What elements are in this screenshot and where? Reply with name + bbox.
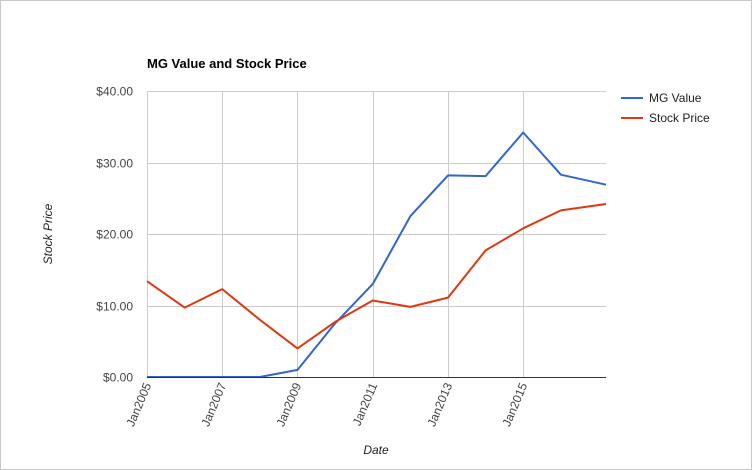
y-tick-label: $10.00 [96,300,133,314]
y-axis-label: Stock Price [41,203,55,264]
x-axis-label: Date [363,443,389,457]
y-tick-label: $20.00 [96,228,133,242]
y-axis-tick-labels: $0.00 $10.00 $20.00 $30.00 $40.00 [96,85,133,385]
legend-label: Stock Price [649,111,710,125]
y-tick-label: $30.00 [96,157,133,171]
y-tick-label: $40.00 [96,85,133,99]
y-tick-label: $0.00 [103,371,133,385]
legend-label: MG Value [649,91,702,105]
chart-title: MG Value and Stock Price [147,56,307,71]
series-line-stock-price [146,203,607,350]
gridlines [147,91,606,377]
legend: MG Value Stock Price [621,91,710,125]
